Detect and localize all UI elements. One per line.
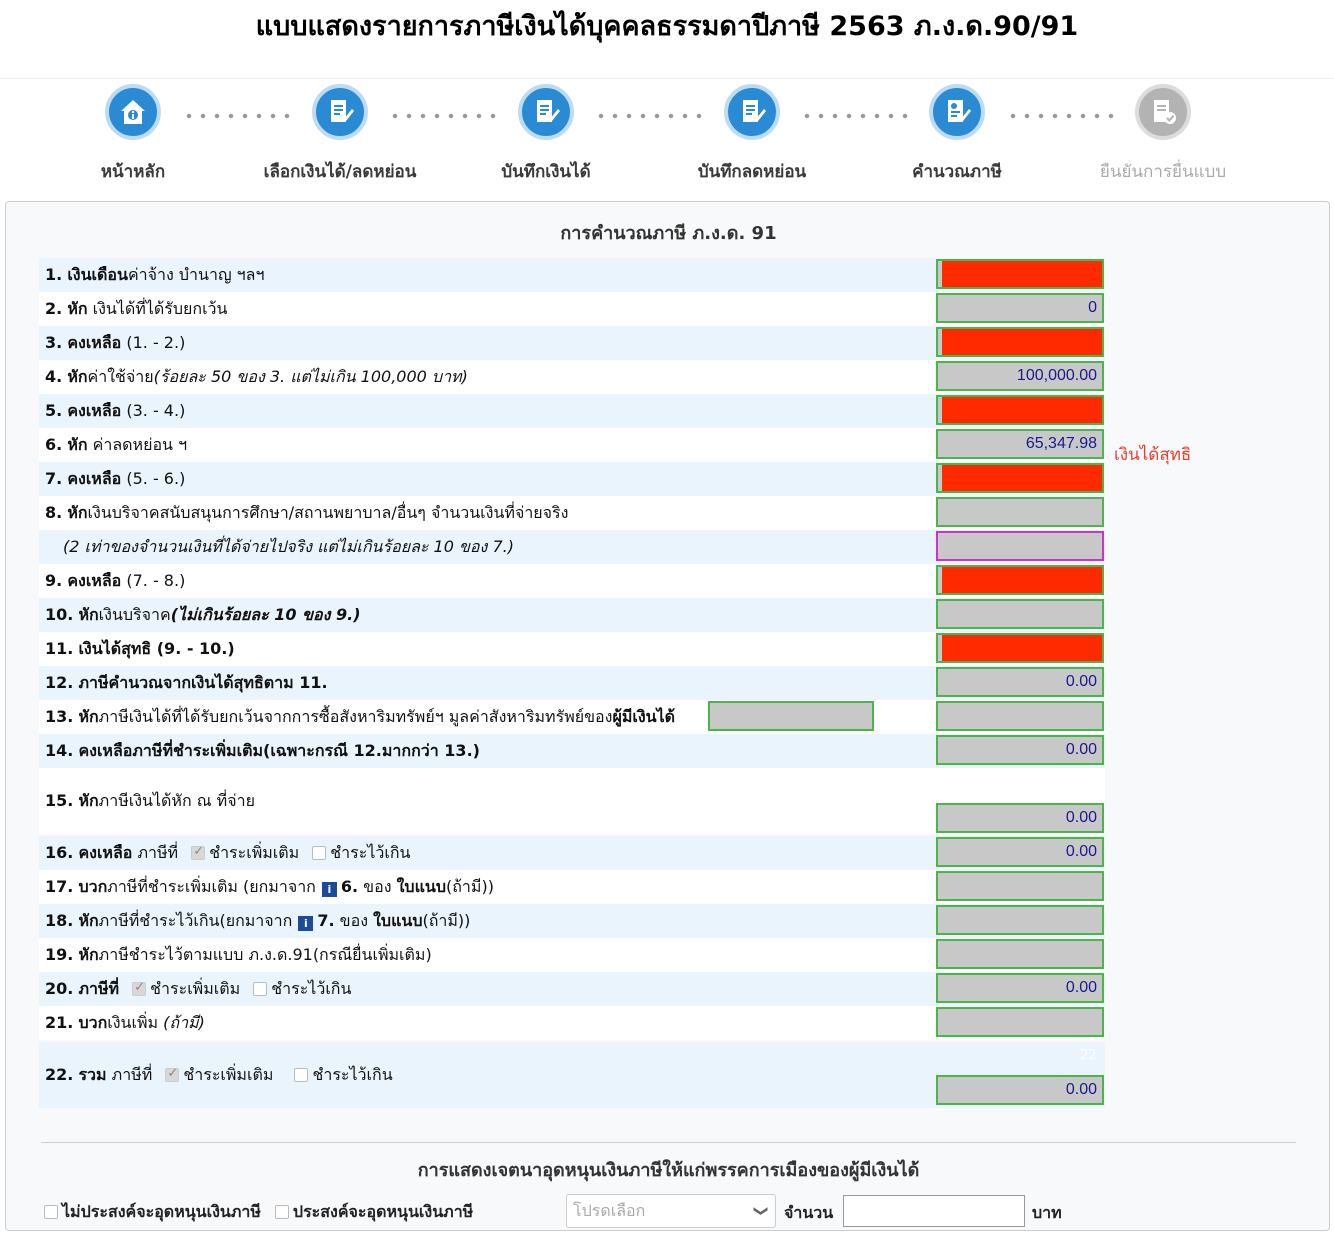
checkbox-overpaid-22[interactable] (294, 1067, 309, 1082)
row-22-total: 22. รวม ภาษีที่ ชำระเพิ่มเติม ชำระไว้เกิ… (39, 1042, 1105, 1108)
checkbox-overpaid-20[interactable] (253, 981, 268, 996)
party-select[interactable]: โปรดเลือก ❯ (566, 1194, 776, 1228)
progress-stepper: หน้าหลัก เลือกเงินได้/ลดหย่อน บันทึกเงิน… (0, 78, 1334, 196)
checkbox-pay-additional-20[interactable] (132, 980, 147, 996)
step-home[interactable]: หน้าหลัก (38, 79, 228, 185)
checkbox-no-donation[interactable] (44, 1205, 58, 1219)
row-1-salary: 1. เงินเดือนค่าจ้าง บำนาญ ฯลฯ (39, 258, 1105, 292)
home-info-icon (105, 84, 161, 140)
step-confirm-filing: ยืนยันการยื่นแบบ (1068, 79, 1258, 185)
field-property-exemption[interactable] (936, 701, 1104, 731)
page-title: แบบแสดงรายการภาษีเงินได้บุคคลธรรมดาปีภาษ… (255, 11, 1079, 42)
row-11-net-income: 11. เงินได้สุทธิ (9. - 10.) (39, 632, 1105, 666)
edit-document-icon (724, 84, 780, 140)
step-calculate-tax[interactable]: คำนวณภาษี (862, 79, 1052, 185)
checkbox-overpaid-16[interactable] (312, 845, 327, 860)
step-label: คำนวณภาษี (912, 162, 1002, 182)
field-salary[interactable] (936, 259, 1104, 289)
field-remaining-tax[interactable]: 0.00 (936, 735, 1104, 765)
edit-document-icon (518, 84, 574, 140)
field-remaining-9[interactable] (936, 565, 1104, 595)
row-19-prior-paid: 19. หักภาษีชำระไว้ตามแบบ ภ.ง.ด.91(กรณียื… (39, 938, 1105, 972)
step-label: บันทึกลดหย่อน (697, 162, 807, 182)
field-prior-paid-tax[interactable] (936, 939, 1104, 969)
row-3-remaining: 3. คงเหลือ (1. - 2.) (39, 326, 1105, 360)
step-record-deductions[interactable]: บันทึกลดหย่อน (657, 79, 847, 185)
row-5-remaining: 5. คงเหลือ (3. - 4.) (39, 394, 1105, 428)
field-allowances[interactable]: 65,347.98 (936, 429, 1104, 459)
step-connector (1006, 113, 1118, 119)
info-icon[interactable]: i (298, 915, 314, 931)
no-donation-label: ไม่ประสงค์จะอุดหนุนเงินภาษี (62, 1201, 261, 1221)
tax-calculation-panel: การคำนวณภาษี ภ.ง.ด. 91 1. เงินเดือนค่าจ้… (5, 201, 1330, 1231)
field-overpaid-tax[interactable] (936, 905, 1104, 935)
confirm-document-icon (1135, 84, 1191, 140)
field-remaining-5[interactable] (936, 395, 1104, 425)
row-4-expense: 4. หักค่าใช้จ่าย(ร้อยละ 50 ของ 3. แต่ไม่… (39, 360, 1105, 394)
row-10-donation: 10. หักเงินบริจาค(ไม่เกินร้อยละ 10 ของ 9… (39, 598, 1105, 632)
row-16-remaining: 16. คงเหลือ ภาษีที่ ชำระเพิ่มเติม ชำระไว… (39, 836, 1105, 870)
field-computed-tax[interactable]: 0.00 (936, 667, 1104, 697)
row-7-remaining: 7. คงเหลือ (5. - 6.) (39, 462, 1105, 496)
row-14-remaining-tax: 14. คงเหลือภาษีที่ชำระเพิ่มเติม(เฉพาะกรณ… (39, 734, 1105, 768)
row-21-surcharge: 21. บวกเงินเพิ่ม (ถ้ามี) (39, 1006, 1105, 1040)
chevron-down-icon: ❯ (753, 1205, 770, 1217)
field-expense[interactable]: 100,000.00 (936, 361, 1104, 391)
field-tax-20[interactable]: 0.00 (936, 973, 1104, 1003)
row-6-allowances: 6. หัก ค่าลดหย่อน ฯ (39, 428, 1105, 462)
amount-input[interactable] (843, 1195, 1025, 1227)
donation-title: การแสดงเจตนาอุดหนุนเงินภาษีให้แก่พรรคการ… (417, 1160, 920, 1181)
field-net-income[interactable] (936, 633, 1104, 663)
checkbox-donation[interactable] (274, 1205, 289, 1219)
field-total-tax[interactable]: 0.00 (936, 1075, 1104, 1105)
field-surcharge[interactable] (936, 1007, 1104, 1037)
row-9-remaining: 9. คงเหลือ (7. - 8.) (39, 564, 1105, 598)
row-15-withholding: 15. หักภาษีเงินได้หัก ณ ที่จ่าย (39, 768, 1105, 834)
step-record-income[interactable]: บันทึกเงินได้ (451, 79, 641, 185)
checkbox-pay-additional-16[interactable] (191, 844, 206, 860)
checkbox-pay-additional-22[interactable] (165, 1066, 180, 1082)
step-connector (182, 113, 294, 119)
row-2-exempt: 2. หัก เงินได้ที่ได้รับยกเว้น (39, 292, 1105, 326)
amount-label: จำนวน (784, 1203, 834, 1222)
net-income-note: เงินได้สุทธิ (1114, 445, 1192, 465)
field-education-donation-allowed[interactable] (936, 531, 1104, 561)
baht-label: บาท (1032, 1203, 1062, 1222)
row-12-computed-tax: 12. ภาษีคำนวณจากเงินได้สุทธิตาม 11. (39, 666, 1105, 700)
step-select-income[interactable]: เลือกเงินได้/ลดหย่อน (245, 79, 435, 185)
field-remaining-16[interactable]: 0.00 (936, 837, 1104, 867)
step-connector (594, 113, 706, 119)
step-connector (800, 113, 912, 119)
step-label: หน้าหลัก (100, 162, 166, 182)
edit-document-icon (312, 84, 368, 140)
row-8-education-donation: 8. หักเงินบริจาคสนับสนุนการศึกษา/สถานพยา… (39, 496, 1105, 530)
row-18-overpaid: 18. หักภาษีที่ชำระไว้เกิน(ยกมาจาก i 7. ของ… (39, 904, 1105, 938)
field-withholding-tax[interactable]: 0.00 (936, 803, 1104, 833)
row-17-add-tax: 17. บวกภาษีที่ชำระเพิ่มเติม (ยกมาจาก i 6. … (39, 870, 1105, 904)
donation-label: ประสงค์จะอุดหนุนเงินภาษี (292, 1201, 474, 1221)
row-13-property-exemption: 13. หักภาษีเงินได้ที่ได้รับยกเว้นจากการซ… (39, 700, 1105, 734)
step-label: บันทึกเงินได้ (501, 162, 591, 182)
field-exempt-income[interactable]: 0 (936, 293, 1104, 323)
donation-row: ไม่ประสงค์จะอุดหนุนเงินภาษี ประสงค์จะอุด… (42, 1194, 1322, 1230)
field-add-tax[interactable] (936, 871, 1104, 901)
field-property-value[interactable] (708, 701, 874, 731)
field-remaining-7[interactable] (936, 463, 1104, 493)
row-8-education-donation-limit: (2 เท่าของจำนวนเงินที่ได้จ่ายไปจริง แต่ไ… (39, 530, 1105, 564)
row-22-faint-label: 22 (1080, 1048, 1097, 1063)
field-education-donation-paid[interactable] (936, 497, 1104, 527)
step-label: ยืนยันการยื่นแบบ (1099, 162, 1227, 182)
field-remaining-3[interactable] (936, 327, 1104, 357)
info-icon[interactable]: i (321, 881, 337, 897)
section-divider (41, 1142, 1296, 1143)
step-connector (388, 113, 500, 119)
calc-title: การคำนวณภาษี ภ.ง.ด. 91 (560, 223, 777, 244)
step-label: เลือกเงินได้/ลดหย่อน (263, 162, 417, 182)
calculate-document-icon (929, 84, 985, 140)
field-donation[interactable] (936, 599, 1104, 629)
row-20-tax: 20. ภาษีที่ ชำระเพิ่มเติม ชำระไว้เกิน (39, 972, 1105, 1006)
